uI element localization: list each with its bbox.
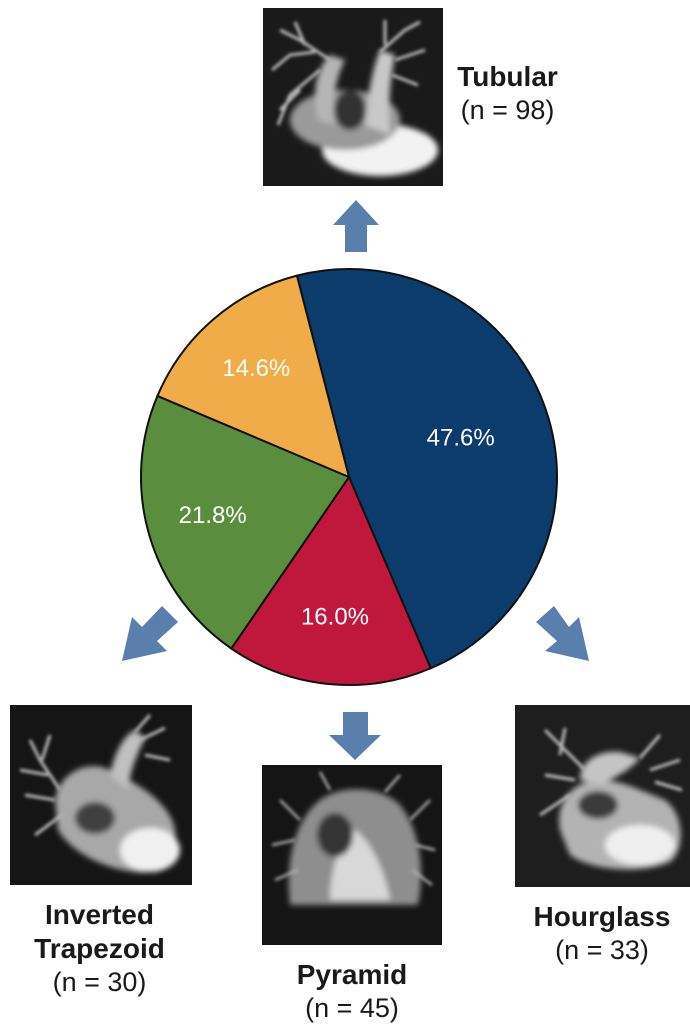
pyramid-name: Pyramid xyxy=(296,959,408,990)
inverted-trapezoid-mra-image xyxy=(10,705,192,885)
tubular-name: Tubular xyxy=(457,61,558,92)
pie-slice-hourglass xyxy=(229,474,433,686)
arrows xyxy=(122,200,589,760)
inverted-trapezoid-count: (n = 30) xyxy=(52,967,147,997)
pyramid-label: Pyramid (n = 45) xyxy=(262,958,442,1024)
hourglass-mra-image xyxy=(515,705,690,887)
pie-slice-tubular xyxy=(295,268,558,670)
pyramid-mra-image xyxy=(262,765,442,945)
arrow-to-hourglass xyxy=(536,606,589,661)
pyramid-count: (n = 45) xyxy=(305,993,399,1023)
arrow-down-to-pyramid xyxy=(329,712,381,760)
arrow-to-inverted-trapezoid xyxy=(122,606,178,661)
pie-label-pyramid: 21.8% xyxy=(179,502,247,529)
tubular-mra-image xyxy=(263,8,443,186)
pie-label-tubular: 47.6% xyxy=(427,424,495,451)
pie-label-inverted-trapezoid: 14.6% xyxy=(222,355,290,382)
hourglass-name: Hourglass xyxy=(533,901,671,932)
pie-label-hourglass: 16.0% xyxy=(301,604,369,631)
arrow-up-to-tubular xyxy=(333,200,379,252)
tubular-label: Tubular (n = 98) xyxy=(440,60,575,126)
hourglass-label: Hourglass (n = 33) xyxy=(512,900,690,966)
inverted-trapezoid-name-line1: Inverted xyxy=(45,899,154,930)
inverted-trapezoid-name-line2: Trapezoid xyxy=(34,933,165,964)
pie-slice-pyramid xyxy=(140,394,351,650)
pie-chart: 47.6% 16.0% 21.8% 14.6% xyxy=(140,268,558,686)
pie-slice-inverted-trapezoid xyxy=(156,274,351,479)
hourglass-count: (n = 33) xyxy=(555,935,649,965)
tubular-count: (n = 98) xyxy=(460,95,555,125)
inverted-trapezoid-label: Inverted Trapezoid (n = 30) xyxy=(12,898,187,998)
